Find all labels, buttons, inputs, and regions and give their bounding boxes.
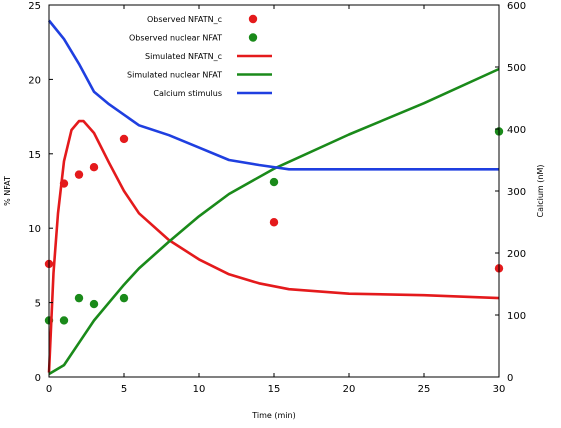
x-tick-label: 20 bbox=[343, 384, 356, 395]
y-axis-label: % NFAT bbox=[3, 176, 12, 206]
y-tick-label: 0 bbox=[35, 373, 41, 384]
x-tick-label: 5 bbox=[121, 384, 127, 395]
legend-label: Calcium stimulus bbox=[153, 89, 222, 98]
data-point-observed-nuclear-nfat bbox=[119, 293, 129, 303]
y2-tick-label: 100 bbox=[507, 311, 526, 322]
data-point-observed-nuclear-nfat bbox=[59, 316, 69, 325]
plot-frame bbox=[48, 4, 500, 378]
y-tick-label: 25 bbox=[28, 1, 41, 12]
data-point-observed-nfatn-c bbox=[119, 134, 129, 144]
legend-label: Observed nuclear NFAT bbox=[129, 34, 222, 43]
x-tick-label: 0 bbox=[46, 384, 52, 395]
y-tick-label: 15 bbox=[28, 150, 41, 161]
y2-tick-label: 500 bbox=[507, 63, 526, 74]
x-tick-label: 10 bbox=[193, 384, 206, 395]
y-tick-label: 10 bbox=[28, 224, 41, 235]
x-axis-ticks: 0 5 10 15 20 25 30 bbox=[46, 5, 506, 395]
x-axis-label: Time (min) bbox=[251, 411, 295, 420]
series-line-simulated-nfatn-c bbox=[47, 119, 500, 373]
data-point-observed-nfatn-c bbox=[269, 218, 279, 227]
y2-axis-ticks: 0 100 200 300 400 500 600 bbox=[495, 1, 526, 384]
data-point-observed-nuclear-nfat bbox=[269, 177, 279, 187]
legend-swatch-observed-nuclear-nfat bbox=[248, 33, 258, 42]
y2-tick-label: 0 bbox=[507, 373, 513, 384]
data-point-observed-nuclear-nfat bbox=[89, 299, 99, 309]
data-point-observed-nfatn-c bbox=[74, 170, 84, 179]
x-tick-label: 25 bbox=[418, 384, 431, 395]
y2-tick-label: 400 bbox=[507, 125, 526, 136]
y2-axis-label: Calcium (nM) bbox=[536, 165, 545, 218]
legend: Observed NFATN_c Observed nuclear NFAT Sim… bbox=[127, 14, 272, 98]
y2-tick-label: 300 bbox=[507, 187, 526, 198]
x-tick-label: 30 bbox=[493, 384, 506, 395]
legend-swatch-observed-nfatn-c bbox=[248, 14, 258, 24]
legend-label: Simulated nuclear NFAT bbox=[127, 71, 222, 80]
y-tick-label: 5 bbox=[35, 299, 41, 310]
series-layer bbox=[44, 19, 504, 376]
y-axis-ticks: 0 5 10 15 20 25 bbox=[28, 1, 53, 384]
series-line-calcium-stimulus bbox=[47, 19, 499, 171]
data-point-observed-nfatn-c bbox=[89, 162, 99, 172]
legend-label: Simulated NFATN_c bbox=[145, 52, 222, 61]
legend-label: Observed NFATN_c bbox=[147, 15, 222, 24]
series-line-simulated-nuclear-nfat bbox=[48, 67, 500, 376]
x-tick-label: 15 bbox=[268, 384, 281, 395]
y2-tick-label: 200 bbox=[507, 249, 526, 260]
y2-tick-label: 600 bbox=[507, 1, 526, 12]
data-point-observed-nuclear-nfat bbox=[74, 293, 84, 303]
y-tick-label: 20 bbox=[28, 75, 41, 86]
